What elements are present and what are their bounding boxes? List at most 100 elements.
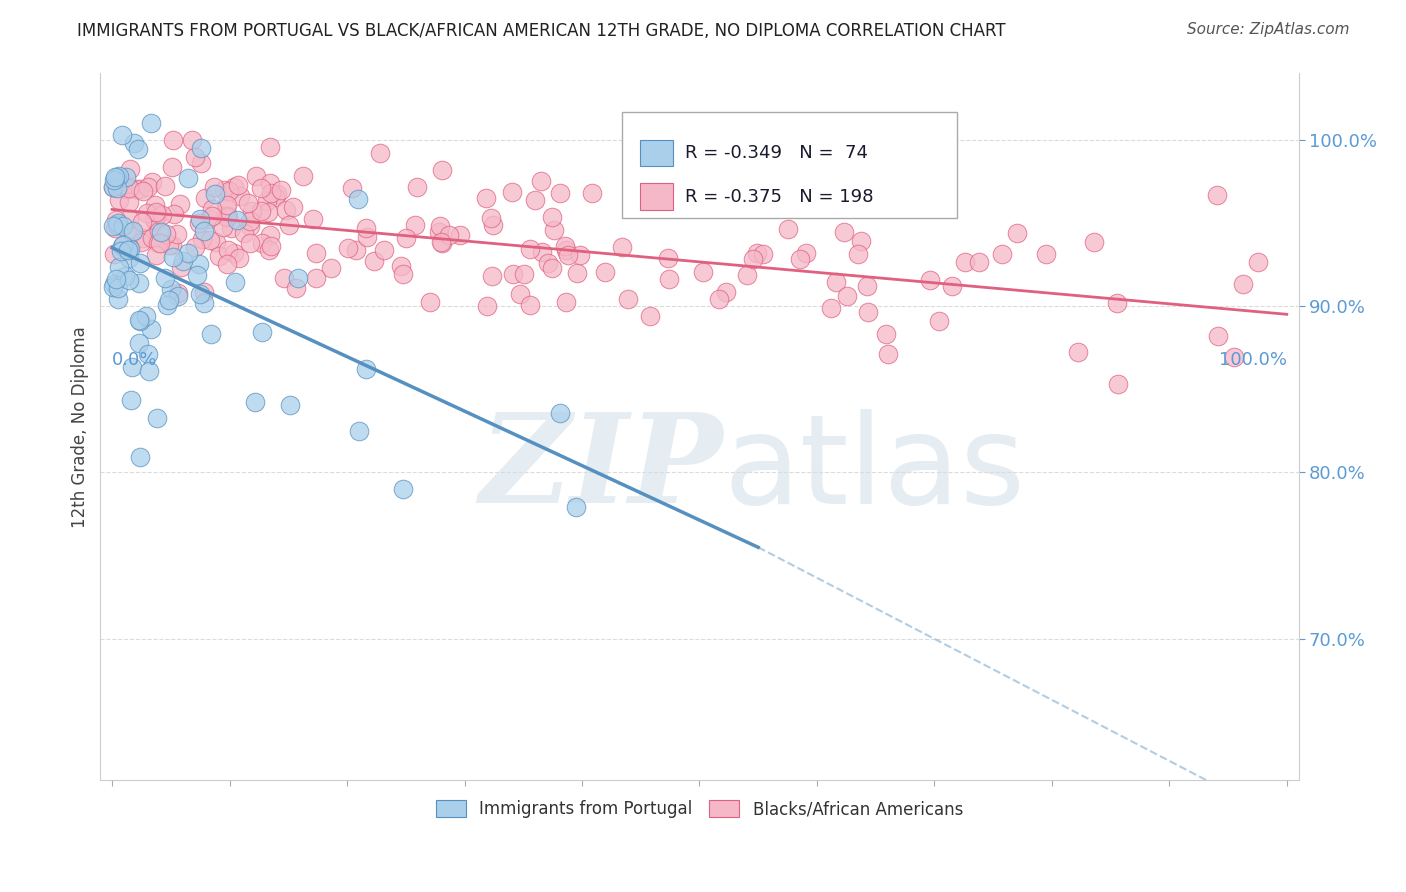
Point <box>742 252 765 267</box>
Bar <box>640 183 673 210</box>
Point <box>243 395 266 409</box>
Point <box>406 180 429 194</box>
Point <box>239 235 262 250</box>
Point <box>155 298 177 312</box>
Point <box>259 227 281 242</box>
Point <box>160 238 183 252</box>
Point <box>122 136 145 150</box>
Point <box>752 247 775 261</box>
FancyBboxPatch shape <box>621 112 957 218</box>
Point <box>143 198 166 212</box>
Point <box>550 186 572 201</box>
Point <box>125 181 148 195</box>
Point <box>302 212 325 227</box>
Point <box>103 247 125 261</box>
Point <box>941 278 963 293</box>
Point <box>876 347 898 361</box>
Point <box>153 270 176 285</box>
Point <box>657 251 679 265</box>
Point <box>204 187 226 202</box>
Point <box>205 235 228 249</box>
Point <box>292 169 315 184</box>
Point <box>273 270 295 285</box>
Point <box>131 215 153 229</box>
Point <box>610 240 633 254</box>
Point <box>117 194 139 209</box>
Point <box>501 185 523 199</box>
Point <box>336 241 359 255</box>
Text: R = -0.375   N = 198: R = -0.375 N = 198 <box>685 187 873 206</box>
Point <box>264 189 287 203</box>
Point <box>177 171 200 186</box>
Point <box>107 216 129 230</box>
Text: 100.0%: 100.0% <box>1219 351 1286 369</box>
Text: ZIP: ZIP <box>479 409 724 530</box>
Y-axis label: 12th Grade, No Diploma: 12th Grade, No Diploma <box>72 326 89 527</box>
Point <box>593 265 616 279</box>
Point <box>508 287 530 301</box>
Point <box>222 246 245 260</box>
Point <box>172 254 194 268</box>
Point <box>198 233 221 247</box>
Point <box>184 150 207 164</box>
Point <box>368 146 391 161</box>
Point <box>208 249 231 263</box>
Point <box>103 180 125 194</box>
Point <box>149 225 172 239</box>
Point <box>139 321 162 335</box>
Point <box>250 236 273 251</box>
Text: Source: ZipAtlas.com: Source: ZipAtlas.com <box>1187 22 1350 37</box>
Point <box>186 268 208 282</box>
Point <box>281 200 304 214</box>
Point <box>855 279 877 293</box>
Point <box>240 203 263 218</box>
Point <box>128 314 150 328</box>
Point <box>193 285 215 300</box>
Point <box>856 305 879 319</box>
Point <box>217 209 239 223</box>
Point <box>349 425 371 439</box>
Point <box>794 245 817 260</box>
Point <box>111 128 134 143</box>
Point <box>918 273 941 287</box>
Point <box>149 235 172 250</box>
Point <box>437 228 460 243</box>
Point <box>107 292 129 306</box>
Point <box>270 183 292 197</box>
Point <box>122 224 145 238</box>
Point <box>530 174 553 188</box>
Point <box>305 271 328 285</box>
Point <box>1005 227 1028 241</box>
Point <box>564 500 586 514</box>
Point <box>221 220 243 235</box>
Point <box>287 271 309 285</box>
Point <box>259 140 281 154</box>
Point <box>160 282 183 296</box>
Point <box>1035 247 1057 261</box>
Point <box>928 314 950 328</box>
Point <box>159 237 181 252</box>
Point <box>105 181 128 195</box>
Point <box>524 194 547 208</box>
Point <box>162 250 184 264</box>
Point <box>581 186 603 200</box>
Point <box>142 211 165 226</box>
Point <box>103 277 125 292</box>
Point <box>128 450 150 464</box>
Point <box>1222 351 1244 365</box>
Point <box>616 292 638 306</box>
Point <box>1206 329 1229 343</box>
Point <box>789 252 811 267</box>
Point <box>215 210 238 224</box>
Point <box>395 231 418 245</box>
Point <box>250 326 273 340</box>
Point <box>136 347 159 361</box>
Point <box>391 482 413 496</box>
Point <box>427 225 450 239</box>
Point <box>169 197 191 211</box>
Point <box>502 267 524 281</box>
Point <box>389 259 412 273</box>
Point <box>128 277 150 291</box>
Point <box>218 184 240 198</box>
Point <box>1247 254 1270 268</box>
